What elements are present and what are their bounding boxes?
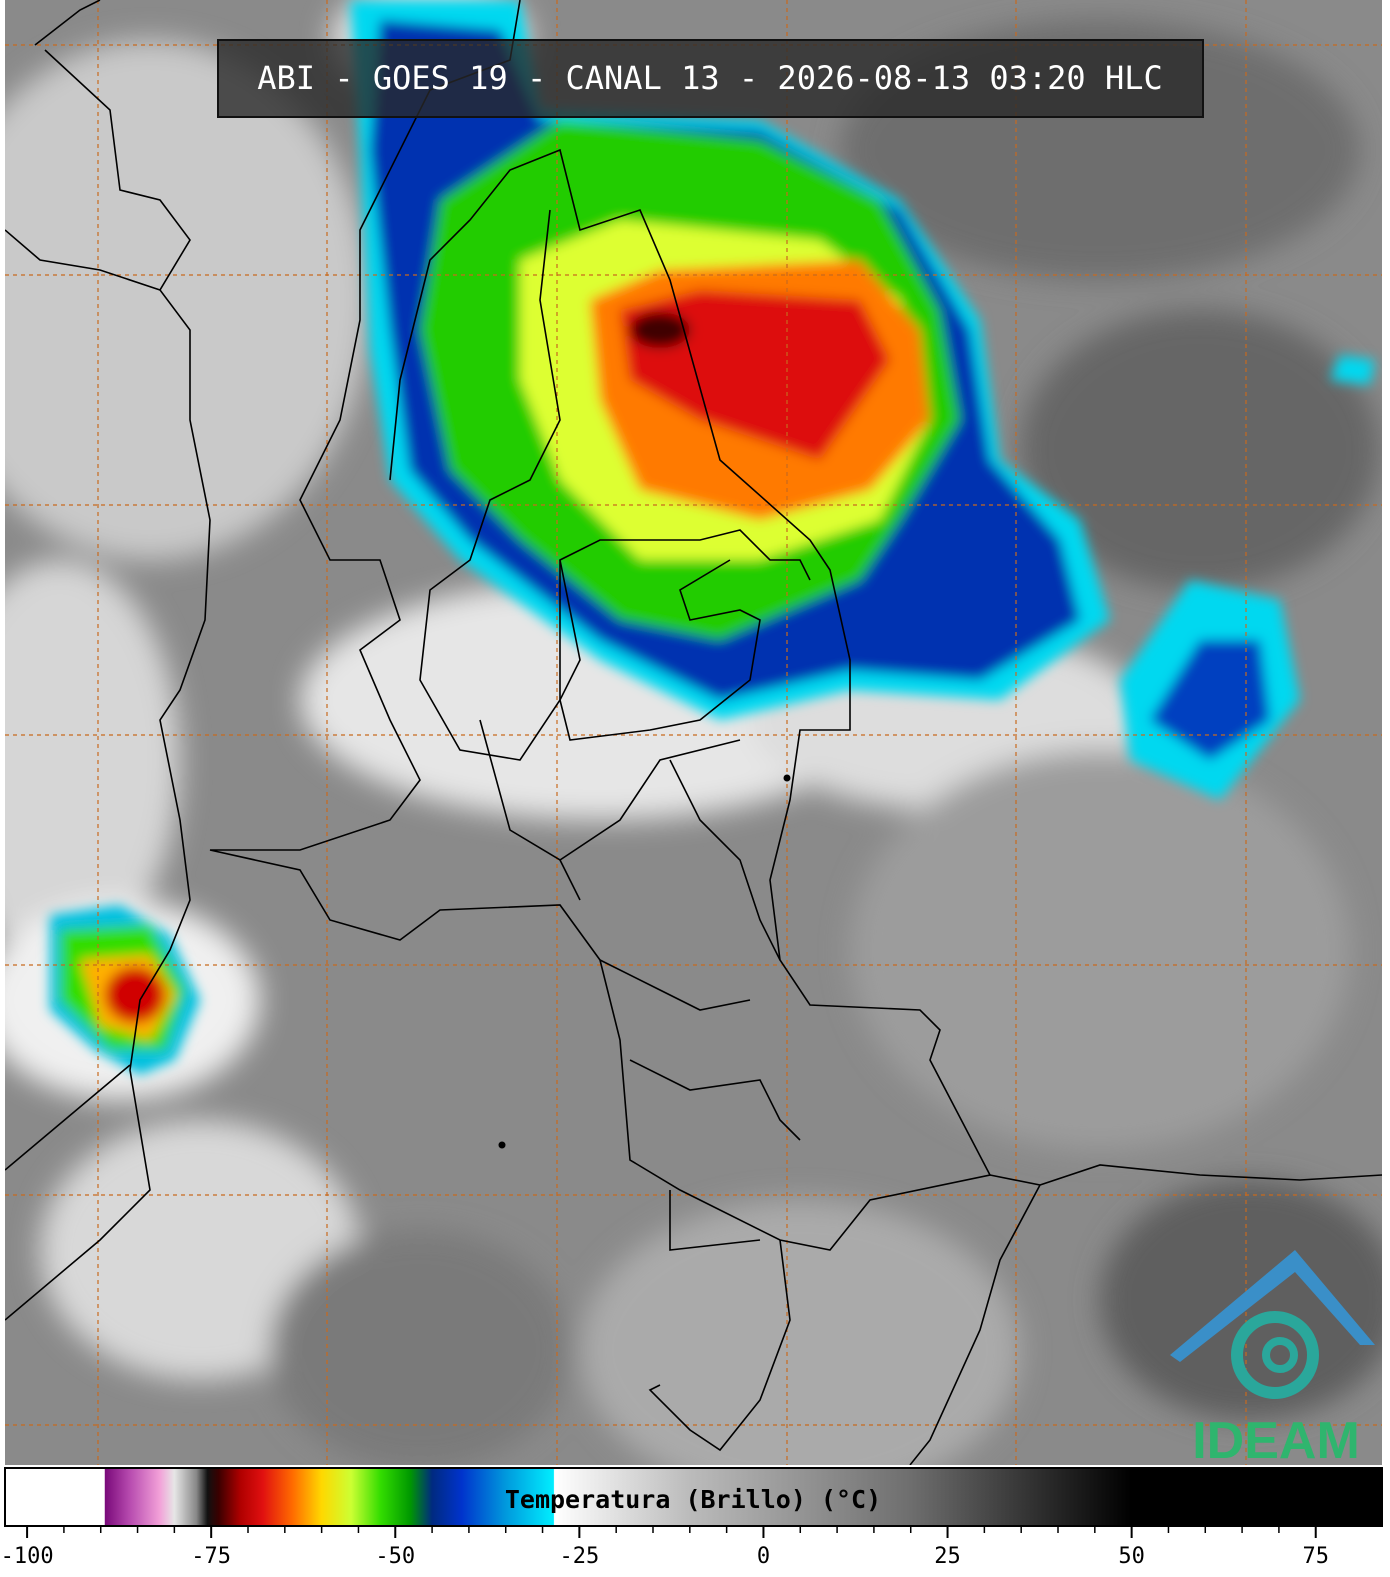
tick-label: 25 <box>934 1544 961 1569</box>
clouds <box>5 0 1382 1465</box>
tick-label: -100 <box>1 1544 54 1569</box>
tick-label: -75 <box>191 1544 231 1569</box>
tick-label: -25 <box>559 1544 599 1569</box>
city-marker <box>498 1141 506 1149</box>
borders <box>5 0 1382 1465</box>
title-box: ABI - GOES 19 - CANAL 13 - 2026-08-13 03… <box>217 39 1204 118</box>
logo-text: IDEAM <box>1192 1412 1360 1470</box>
tick-label: 75 <box>1302 1544 1329 1569</box>
colorbar: Temperatura (Brillo) (°C) -100 -75 -50 -25 0 2… <box>1 1467 1383 1569</box>
map: ABI - GOES 19 - CANAL 13 - 2026-08-13 03… <box>5 0 1382 1470</box>
tick-label: 0 <box>757 1544 770 1569</box>
logo: IDEAM <box>1170 1250 1375 1470</box>
colorbar-ramp <box>4 1467 1383 1527</box>
city-marker <box>783 774 791 782</box>
title: ABI - GOES 19 - CANAL 13 - 2026-08-13 03… <box>257 59 1162 97</box>
tick-label: 50 <box>1118 1544 1145 1569</box>
colorbar-label: Temperatura (Brillo) (°C) <box>505 1485 881 1514</box>
convective-storm <box>50 0 1375 1075</box>
tick-label: -50 <box>375 1544 415 1569</box>
